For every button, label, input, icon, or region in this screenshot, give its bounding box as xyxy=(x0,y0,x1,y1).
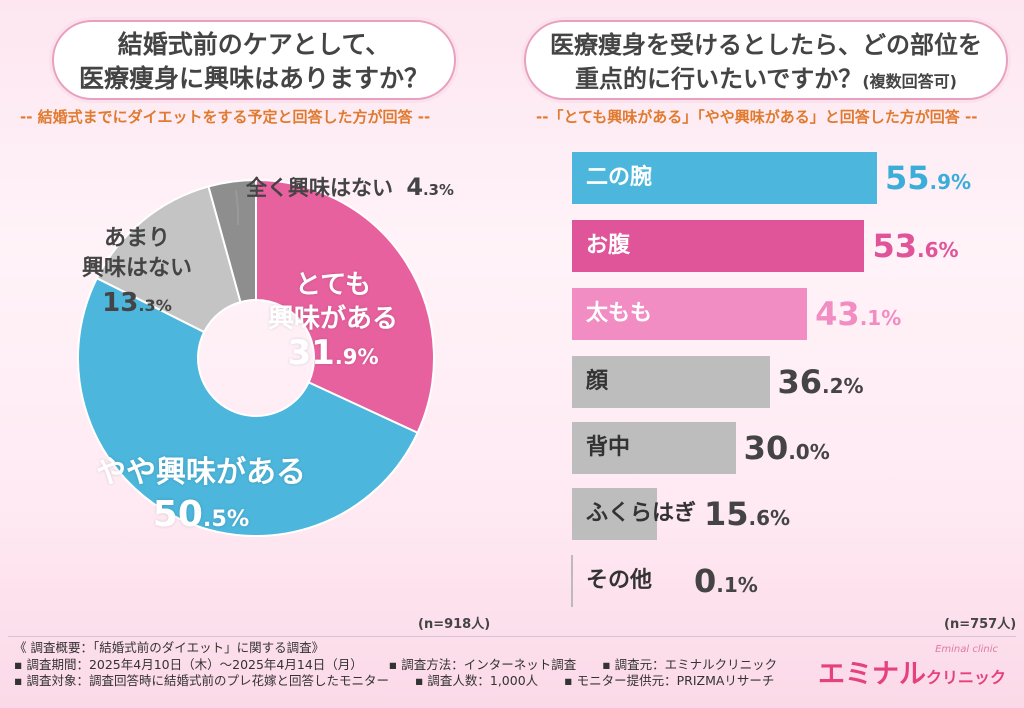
bar-category-label: 二の腕 xyxy=(586,165,653,190)
pie-pct-somewhat: 50.5% xyxy=(96,494,306,540)
right-title-tag: (複数回答可) xyxy=(862,72,957,91)
bar-value-int: 30 xyxy=(743,429,789,467)
donut-chart xyxy=(77,178,435,537)
bar-value-dec: .6% xyxy=(748,506,791,530)
bar-value-dec: .6% xyxy=(916,238,959,262)
bar xyxy=(572,288,808,340)
pie-label-not-very-interested: あまり 興味はない 13.3% xyxy=(82,224,192,321)
footer-count: ▪ 調査人数：1,000人 xyxy=(414,673,539,688)
footer-target: ▪ 調査対象：調査回答時に結婚式前のプレ花嫁と回答したモニター xyxy=(14,673,389,688)
pie-pct-very: 31.9% xyxy=(268,336,398,374)
bar-value-label: 43.1% xyxy=(815,288,901,346)
pie-pct-somewhat-int: 50 xyxy=(152,494,203,535)
footer-row-1: ▪ 調査期間：2025年4月10日（木）〜2025年4月14日（月） ▪ 調査方… xyxy=(14,657,799,674)
footer-divider xyxy=(8,636,1016,637)
brand-logo: エミナルクリニック xyxy=(818,652,1006,691)
bar-value-dec: .2% xyxy=(822,374,864,398)
bar-axis-line xyxy=(571,555,573,607)
pie-label-notint-text: 全く興味はない xyxy=(246,176,393,200)
pie-label-very-line2: 興味がある xyxy=(268,304,399,334)
pie-pct-notint: 4.3% xyxy=(406,173,454,201)
bar-category-label: 背中 xyxy=(586,435,631,460)
bar-value-label: 36.2% xyxy=(778,356,864,414)
bar xyxy=(572,488,658,540)
right-title-line1: 医療痩身を受けるとしたら、どの部位を xyxy=(550,31,982,59)
bar-value-dec: .1% xyxy=(716,573,758,597)
bar-value-dec: .0% xyxy=(788,440,830,464)
pie-label-very-interested: とても 興味がある 31.9% xyxy=(268,268,398,374)
bar-category-label: お腹 xyxy=(586,233,631,258)
pie-label-somewhat-text: やや興味がある xyxy=(96,455,306,490)
footer-provider: ▪ モニター提供元：PRIZMAリサーチ xyxy=(564,673,775,688)
pie-slice xyxy=(95,185,242,334)
left-sample-size: (n=918人) xyxy=(418,617,491,632)
bar-category-label: 顔 xyxy=(586,369,609,394)
brand-sub: クリニック xyxy=(925,668,1006,687)
pie-pct-very-dec: .9% xyxy=(334,344,379,369)
pie-pct-notint-dec: .3% xyxy=(423,181,454,199)
bar-value-int: 36 xyxy=(777,363,823,401)
bar-value-label: 30.0% xyxy=(744,422,830,480)
bar-value-label: 53.6% xyxy=(872,220,958,278)
pie-label-notvery-line2: 興味はない xyxy=(82,256,193,281)
brand-script: Eminal clinic xyxy=(935,644,998,655)
pie-slice xyxy=(255,178,435,435)
left-question-title: 結婚式前のケアとして、 医療痩身に興味はありますか？ xyxy=(52,20,456,100)
pie-slice xyxy=(77,276,419,537)
pie-pct-notvery: 13.3% xyxy=(82,288,192,321)
bar xyxy=(572,422,736,474)
pie-pct-very-int: 31 xyxy=(287,333,335,373)
bar-category-label: その他 xyxy=(586,568,653,593)
pie-label-somewhat-interested: やや興味がある 50.5% xyxy=(96,452,306,540)
bar-category-label: ふくらはぎ xyxy=(586,501,697,526)
pie-leader-line xyxy=(235,189,239,225)
pie-label-very-line1: とても xyxy=(295,270,371,300)
bar-value-int: 43 xyxy=(815,295,860,333)
bar-value-label: 15.6% xyxy=(704,488,790,546)
survey-footer: 《 調査概要：「結婚式前のダイエット」に関する調査》 ▪ 調査期間：2025年4… xyxy=(14,640,799,690)
bar xyxy=(572,152,877,204)
pie-pct-notvery-dec: .3% xyxy=(138,296,172,315)
bar-value-label: 55.9% xyxy=(885,152,971,210)
right-question-title: 医療痩身を受けるとしたら、どの部位を 重点的に行いたいですか？(複数回答可) xyxy=(524,20,1008,100)
bar-value-int: 55 xyxy=(885,159,930,197)
left-title-line2: 医療痩身に興味はありますか？ xyxy=(78,64,429,93)
pie-pct-notvery-int: 13 xyxy=(102,288,139,318)
footer-title: 《 調査概要：「結婚式前のダイエット」に関する調査》 xyxy=(14,640,325,655)
pie-label-notvery-line1: あまり xyxy=(104,226,171,251)
pie-pct-somewhat-dec: .5% xyxy=(202,506,250,532)
bar-value-dec: .1% xyxy=(859,306,902,330)
bar-value-int: 0 xyxy=(694,562,717,600)
bar-value-dec: .9% xyxy=(929,170,972,194)
bar-value-int: 15 xyxy=(704,495,749,533)
right-note: --「とても興味がある」「やや興味がある」と回答した方が回答 -- xyxy=(536,108,978,126)
pie-label-not-interested: 全く興味はない 4.3% xyxy=(246,172,454,202)
right-sample-size: (n=757人) xyxy=(944,617,1017,632)
left-note: -- 結婚式までにダイエットをする予定と回答した方が回答 -- xyxy=(20,108,431,126)
footer-method: ▪ 調査方法：インターネット調査 xyxy=(388,656,577,672)
pie-slice xyxy=(207,178,257,304)
footer-source: ▪ 調査元：エミナルクリニック xyxy=(602,656,778,672)
left-title-line1: 結婚式前のケアとして、 xyxy=(117,30,391,59)
pie-pct-notint-int: 4 xyxy=(406,173,424,201)
bar xyxy=(572,220,865,272)
footer-row-2: ▪ 調査対象：調査回答時に結婚式前のプレ花嫁と回答したモニター ▪ 調査人数：1… xyxy=(14,673,799,690)
bar-category-label: 太もも xyxy=(586,301,653,326)
bar-value-int: 53 xyxy=(872,227,917,265)
bar xyxy=(572,356,770,408)
bar-value-label: 0.1% xyxy=(694,555,758,613)
right-title-line2: 重点的に行いたいですか？ xyxy=(575,65,863,93)
footer-period: ▪ 調査期間：2025年4月10日（木）〜2025年4月14日（月） xyxy=(14,656,363,672)
brand-main: エミナル xyxy=(817,659,926,690)
